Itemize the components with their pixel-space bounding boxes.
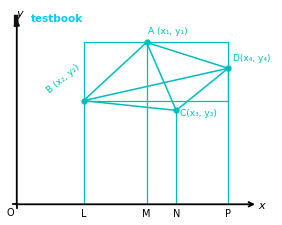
Text: testbook: testbook bbox=[31, 14, 83, 24]
Text: A (x₁, y₁): A (x₁, y₁) bbox=[148, 27, 188, 36]
Text: B (x₂, y₂): B (x₂, y₂) bbox=[45, 63, 81, 95]
Text: L: L bbox=[81, 208, 86, 218]
Text: x: x bbox=[258, 200, 265, 210]
Text: N: N bbox=[173, 208, 180, 218]
Text: M: M bbox=[142, 208, 151, 218]
Text: C(x₃, y₃): C(x₃, y₃) bbox=[180, 108, 217, 117]
Text: y: y bbox=[16, 9, 23, 19]
Text: P: P bbox=[225, 208, 231, 218]
Text: D(x₄, y₄): D(x₄, y₄) bbox=[233, 54, 270, 63]
Text: ▌: ▌ bbox=[13, 14, 22, 27]
Text: O: O bbox=[6, 207, 14, 217]
